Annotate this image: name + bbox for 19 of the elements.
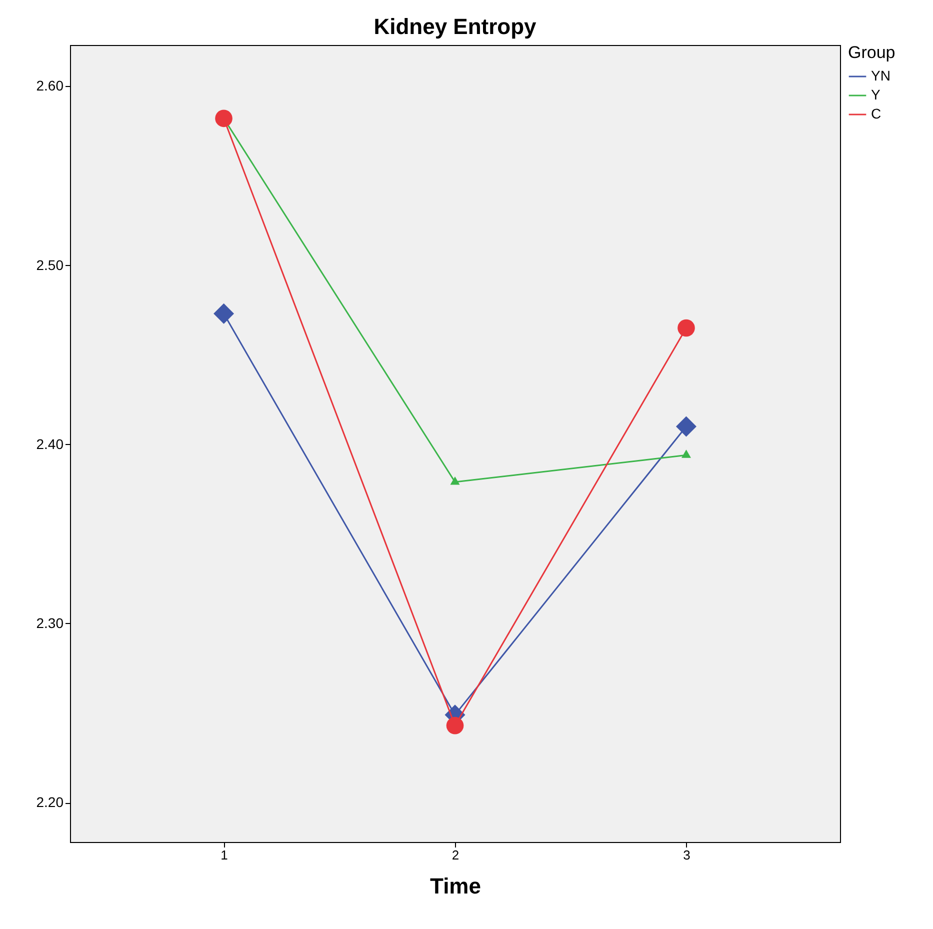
y-tick-label: 2.50 bbox=[36, 256, 64, 273]
chart-title: Kidney Entropy bbox=[374, 14, 538, 39]
point bbox=[214, 303, 234, 324]
x-tick-label: 2 bbox=[452, 848, 460, 862]
point bbox=[446, 716, 464, 734]
point bbox=[678, 319, 695, 337]
legend-label: YN bbox=[871, 68, 890, 84]
legend-title: Group bbox=[848, 43, 896, 62]
y-tick-label: 2.30 bbox=[36, 614, 64, 631]
legend-label: Y bbox=[871, 86, 881, 102]
point bbox=[676, 416, 696, 437]
y-tick-label: 2.40 bbox=[36, 436, 64, 452]
y-tick-label: 2.20 bbox=[36, 794, 64, 810]
x-axis-title: Time bbox=[430, 874, 481, 898]
y-tick-label: 2.60 bbox=[36, 78, 64, 94]
x-tick-label: 1 bbox=[220, 848, 228, 862]
legend-label: C bbox=[871, 106, 882, 122]
x-tick-label: 3 bbox=[683, 848, 690, 862]
point bbox=[215, 110, 232, 128]
